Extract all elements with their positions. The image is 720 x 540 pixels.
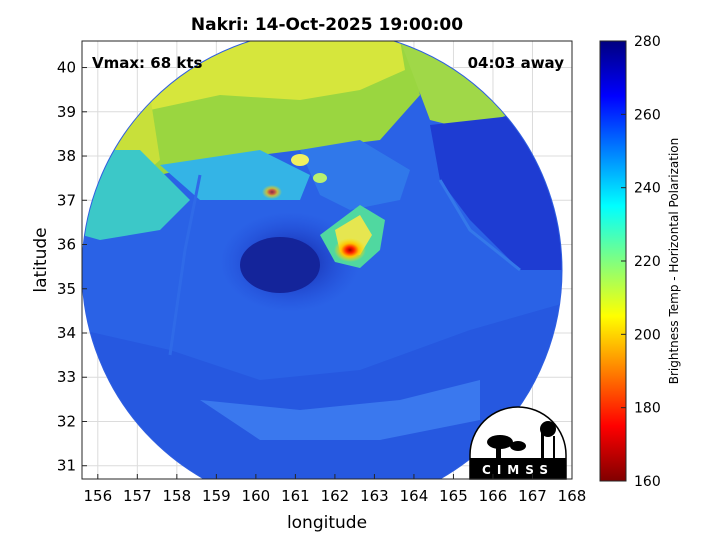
x-tick-label: 161 — [281, 487, 310, 505]
plot-area: CIMSS Vmax: 68 kts 04:03 away — [81, 40, 573, 480]
time-away-label: 04:03 away — [468, 54, 565, 72]
colorbar-tick-label: 220 — [634, 254, 661, 270]
x-tick-label: 159 — [202, 487, 231, 505]
y-axis: 40 39 38 37 36 35 34 33 32 31 — [57, 59, 87, 475]
y-tick-label: 32 — [57, 412, 76, 430]
y-tick-label: 31 — [57, 457, 76, 475]
x-tick-label: 164 — [400, 487, 429, 505]
y-tick-label: 36 — [57, 236, 76, 254]
colorbar-label: Brightness Temp - Horizontal Polarizatio… — [667, 138, 681, 385]
colorbar-tick-label: 240 — [634, 181, 661, 197]
colorbar: 280 260 240 220 200 180 160 Brightness Temp - … — [599, 34, 681, 490]
x-axis: 156 157 158 159 160 161 162 163 164 165 166 167 168 — [83, 474, 586, 505]
x-tick-label: 157 — [123, 487, 152, 505]
x-tick-label: 162 — [321, 487, 350, 505]
colorbar-ticks: 280 260 240 220 200 180 160 — [621, 34, 661, 490]
plot-frame — [81, 40, 573, 480]
x-tick-label: 167 — [518, 487, 547, 505]
cimss-logo: CIMSS — [469, 406, 567, 480]
colorbar-tick-label: 200 — [634, 327, 661, 343]
y-tick-label: 39 — [57, 103, 76, 121]
y-tick-label: 40 — [57, 59, 76, 77]
x-tick-label: 160 — [242, 487, 271, 505]
x-tick-label: 158 — [163, 487, 192, 505]
x-axis-label: longitude — [287, 513, 367, 533]
x-tick-label: 168 — [558, 487, 587, 505]
x-tick-label: 166 — [479, 487, 508, 505]
colorbar-tick-label: 180 — [634, 401, 661, 417]
y-tick-label: 35 — [57, 280, 76, 298]
y-tick-label: 38 — [57, 147, 76, 165]
y-tick-label: 33 — [57, 368, 76, 386]
y-tick-label: 37 — [57, 191, 76, 209]
y-tick-label: 34 — [57, 324, 76, 342]
colorbar-tick-label: 160 — [634, 474, 661, 490]
chart-title: Nakri: 14-Oct-2025 19:00:00 — [191, 15, 463, 35]
x-tick-label: 156 — [83, 487, 112, 505]
vmax-label: Vmax: 68 kts — [92, 54, 202, 72]
colorbar-tick-label: 280 — [634, 34, 661, 50]
swath-image — [82, 41, 563, 479]
logo-text: CIMSS — [482, 463, 554, 477]
colorbar-tick-label: 260 — [634, 107, 661, 123]
x-tick-label: 165 — [439, 487, 468, 505]
y-axis-label: latitude — [31, 227, 51, 292]
x-tick-label: 163 — [360, 487, 389, 505]
